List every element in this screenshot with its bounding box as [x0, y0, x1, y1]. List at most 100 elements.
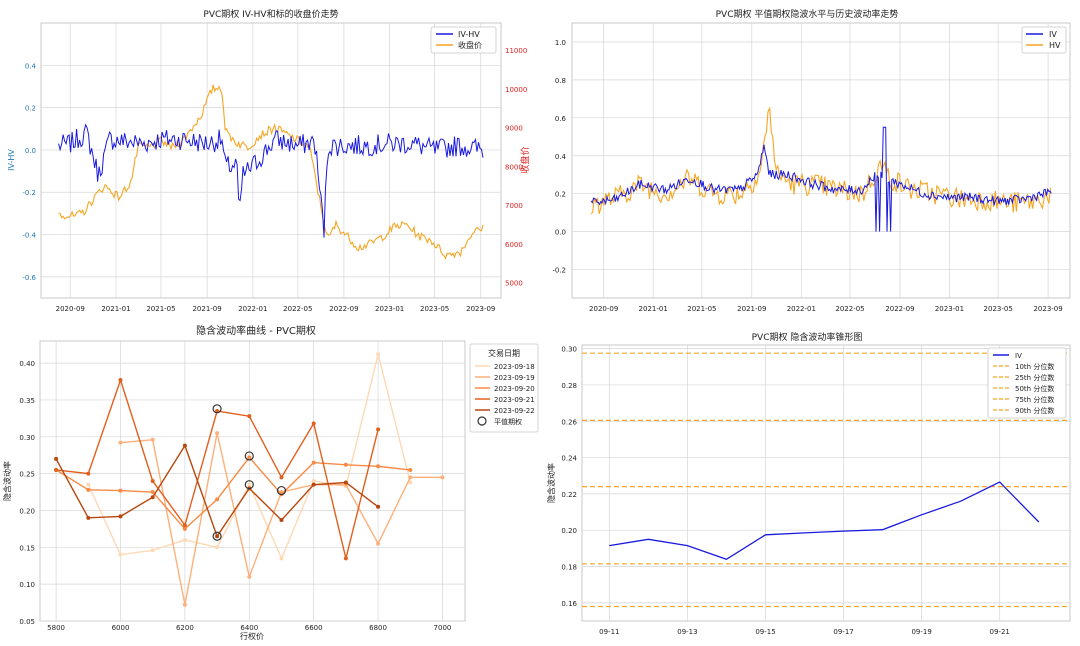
smile-point: [182, 526, 187, 531]
smile-x-axis-label: 行权价: [240, 631, 264, 641]
smile-legend-label: 2023-09-18: [494, 363, 535, 371]
cone-x-tick-label: 09-21: [990, 628, 1010, 636]
smile-y-tick-label: 0.15: [19, 544, 35, 552]
ivhv-x-tick-label: 2023-09: [466, 305, 495, 313]
smile-point: [376, 427, 381, 432]
smile-point: [182, 602, 187, 607]
ivhv-level-x-tick-label: 2022-05: [835, 305, 864, 313]
cone-x-ticks: 09-11 09-13 09-15 09-17 09-19 09-21: [599, 628, 1010, 636]
smile-point: [311, 421, 316, 426]
smile-point: [343, 556, 348, 561]
smile-y-tick-label: 0.05: [19, 618, 35, 626]
ivhv-plot-frame: [40, 22, 502, 299]
cone-y-tick-label: 0.24: [561, 455, 577, 463]
hv-line: [590, 106, 1052, 215]
smile-point: [408, 467, 413, 472]
smile-point: [182, 523, 187, 528]
cone-legend-iv-label: IV: [1015, 352, 1022, 360]
ivhv-level-x-tick-label: 2023-09: [1033, 305, 1062, 313]
ivhv-level-x-ticks: 2020-09 2021-01 2021-05 2021-09 2022-01 2022-…: [589, 305, 1063, 313]
smile-atm-markers: [212, 404, 287, 541]
cone-iv-line: [609, 481, 1040, 561]
ivhv-grid: [41, 23, 501, 298]
cone-legend: IV 10th 分位数 25th 分位数 50th 分位数 75th 分位数 90th 分…: [987, 347, 1067, 419]
smile-legend-label: 2023-09-19: [494, 374, 535, 382]
cone-y-tick-label: 0.20: [561, 527, 577, 535]
ivhv-x-tick-label: 2023-01: [375, 305, 404, 313]
ivhv-y2-axis-label: 收盘价: [519, 146, 531, 173]
ivhv-level-y-tick-label: -0.2: [552, 267, 566, 275]
ivhv-level-y-tick-label: 0.4: [555, 153, 567, 161]
smile-point: [247, 574, 252, 579]
ivhv-level-grid: [572, 23, 1070, 298]
smile-point: [247, 482, 252, 487]
smile-y-tick-label: 0.25: [19, 471, 35, 479]
ivhv-y-axis-label: IV-HV: [7, 149, 16, 171]
smile-point: [150, 495, 155, 500]
cone-chart-title: PVC期权 隐含波动率锥形图: [752, 331, 863, 343]
atm-marker: [244, 480, 254, 490]
legend-iv-label: IV: [1049, 30, 1057, 39]
smile-x-ticks: 5800 6000 6200 6400 6600 6800 7000: [47, 624, 451, 632]
ivhv-level-legend: IV HV: [1021, 26, 1067, 54]
legend-ivhv-label: IV-HV: [458, 30, 480, 39]
cone-y-tick-label: 0.16: [561, 600, 577, 608]
ivhv-level-x-tick-label: 2021-05: [687, 305, 716, 313]
ivhv-level-y-ticks: 1.0 0.8 0.6 0.4 0.2 0.0 -0.2: [552, 39, 566, 275]
smile-point: [86, 482, 91, 487]
smile-point: [311, 460, 316, 465]
cone-x-tick-label: 09-13: [677, 628, 697, 636]
smile-point: [150, 548, 155, 553]
smile-point: [86, 471, 91, 476]
smile-point: [215, 534, 220, 539]
close-price-line: [58, 84, 484, 260]
smile-point: [408, 475, 413, 480]
smile-point: [247, 414, 252, 419]
ivhv-x-tick-label: 2020-09: [56, 305, 85, 313]
ivhv-level-lines: [590, 106, 1052, 232]
ivhv-x-tick-label: 2021-05: [146, 305, 175, 313]
cone-y-axis-label: 隐含波动率: [546, 463, 556, 503]
smile-point: [182, 537, 187, 542]
smile-point: [215, 409, 220, 413]
smile-point: [343, 480, 348, 485]
smile-chart-title: 隐含波动率曲线 - PVC期权: [196, 324, 316, 337]
smile-y-tick-label: 0.10: [19, 581, 35, 589]
cone-x-tick-label: 09-15: [755, 628, 775, 636]
smile-x-tick-label: 6600: [305, 624, 323, 632]
ivhv-legend: IV-HV 收盘价: [430, 26, 497, 54]
ivhv-line: [58, 123, 484, 238]
cone-legend-percentile-label: 25th 分位数: [1015, 373, 1054, 382]
ivhv-y-tick-label: -0.4: [22, 232, 36, 240]
smile-x-tick-label: 7000: [434, 624, 452, 632]
smile-point: [150, 479, 155, 483]
smile-point: [279, 475, 284, 480]
ivhv-y2-tick-label: 8000: [505, 163, 523, 171]
ivhv-level-y-tick-label: 0.2: [555, 191, 566, 199]
smile-y-axis-label: 隐含波动率: [2, 461, 12, 501]
smile-point: [343, 462, 348, 467]
smile-x-tick-label: 6000: [112, 624, 130, 632]
smile-point: [118, 514, 123, 519]
ivhv-y2-tick-label: 10000: [505, 86, 527, 94]
ivhv-x-tick-label: 2022-01: [238, 305, 267, 313]
ivhv-y2-tick-label: 5000: [505, 280, 523, 288]
cone-legend-percentile-label: 50th 分位数: [1015, 384, 1054, 393]
smile-point: [215, 545, 220, 550]
ivhv-y2-tick-label: 7000: [505, 202, 523, 210]
cone-legend-percentile-label: 75th 分位数: [1015, 395, 1054, 404]
smile-point: [86, 515, 91, 520]
atm-marker: [212, 531, 222, 541]
ivhv-y-tick-label: 0.0: [25, 147, 36, 155]
smile-point: [247, 455, 252, 460]
cone-y-tick-label: 0.18: [561, 564, 577, 572]
ivhv-level-x-tick-label: 2021-09: [737, 305, 766, 313]
smile-point: [118, 552, 123, 557]
smile-point: [311, 479, 316, 483]
smile-point: [215, 431, 220, 436]
smile-legend: 交易日期 2023-09-18 2023-09-19 2023-09-20 2023-…: [469, 343, 539, 433]
cone-legend-percentile-label: 10th 分位数: [1015, 362, 1054, 371]
atm-marker: [212, 404, 222, 414]
smile-plot-frame: [39, 340, 466, 622]
